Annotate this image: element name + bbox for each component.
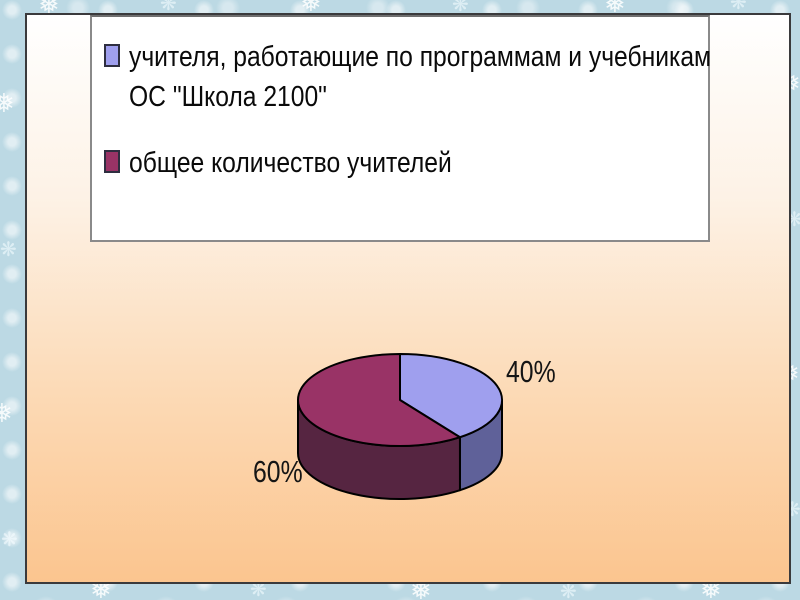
flower-icon: ❋ [160, 0, 177, 15]
snowflake-icon: ❅ [604, 0, 626, 18]
pie-data-label-40: 40% [506, 354, 556, 389]
pie-slice-top-0 [399, 353, 503, 439]
chart-legend: учителя, работающие по программам и учеб… [90, 15, 711, 242]
flower-icon: ❋ [452, 0, 469, 16]
pie-slice-top-1 [297, 353, 461, 447]
pie-chart-3d [297, 353, 503, 500]
legend-swatch-maroon [104, 150, 120, 173]
legend-label-line: ОС "Школа 2100" [129, 81, 327, 113]
flower-icon: ❋ [0, 239, 17, 261]
legend-item-school2100: учителя, работающие по программам и учеб… [104, 37, 711, 117]
flower-icon: ❋ [730, 0, 747, 14]
snowflake-icon: ❅ [0, 88, 15, 118]
pie-data-label-60: 60% [253, 454, 303, 489]
legend-label-line: учителя, работающие по программам и учеб… [129, 41, 711, 73]
legend-item-total-teachers: общее количество учителей [104, 143, 698, 183]
flower-icon: ❋ [1, 529, 18, 551]
snowflake-icon: ❅ [300, 0, 322, 17]
snowflake-icon: ❅ [38, 0, 60, 19]
legend-label-line: общее количество учителей [129, 147, 452, 179]
flower-icon: ❋ [250, 579, 267, 600]
snowflake-icon: ❅ [0, 398, 13, 428]
flower-icon: ❋ [560, 581, 577, 600]
slide-canvas: учителя, работающие по программам и учеб… [25, 13, 791, 584]
legend-swatch-blue [104, 44, 120, 67]
